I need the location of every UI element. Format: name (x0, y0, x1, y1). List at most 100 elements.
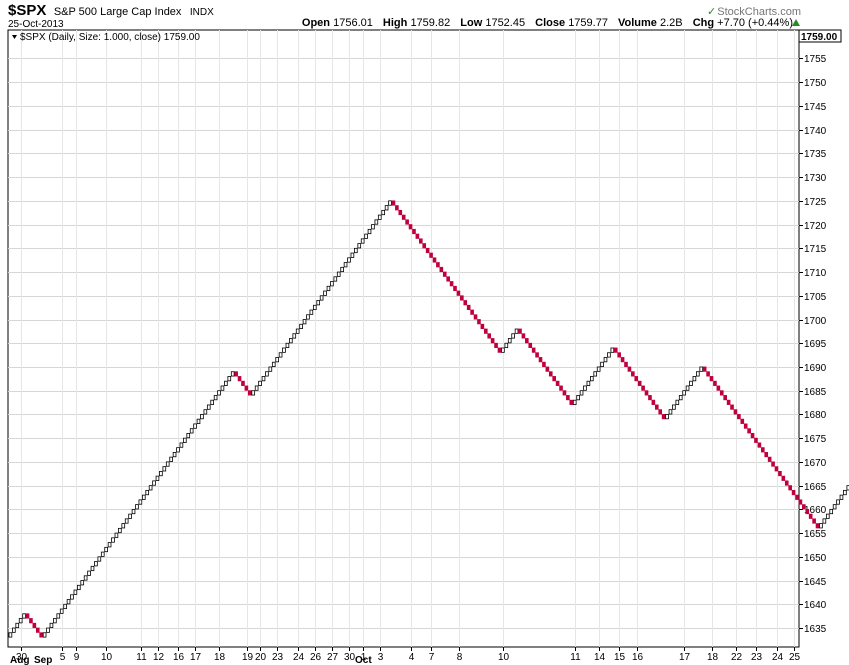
up-brick (583, 385, 587, 391)
gridlines (8, 30, 799, 647)
last-value-tag: 1759.00 (798, 29, 842, 43)
up-brick (388, 200, 392, 206)
up-arrow-icon (792, 19, 800, 26)
ticker-symbol[interactable]: $SPX (8, 2, 47, 19)
down-brick (439, 266, 444, 273)
down-brick (726, 399, 731, 405)
plot-area (7, 29, 800, 648)
up-brick (131, 508, 136, 515)
up-brick (295, 328, 300, 334)
x-tick-label: 17 (190, 652, 202, 663)
down-brick (798, 499, 803, 505)
down-brick (460, 295, 464, 301)
down-brick (791, 489, 796, 496)
x-tick-label: 9 (74, 652, 80, 663)
up-brick (343, 262, 348, 268)
down-brick (778, 470, 782, 477)
down-brick (531, 347, 536, 353)
up-brick (377, 214, 382, 220)
up-brick (22, 613, 26, 619)
x-tick-label: 4 (409, 652, 415, 663)
x-tick-label: 12 (153, 652, 165, 663)
up-brick (261, 376, 266, 382)
y-tick-label: 1650 (804, 553, 827, 564)
up-brick (672, 404, 676, 410)
last-value-label: 1759.00 (801, 32, 838, 43)
up-brick (319, 295, 324, 301)
y-tick-label: 1690 (804, 363, 827, 374)
up-brick (371, 224, 375, 230)
down-brick (754, 437, 758, 443)
up-brick (183, 437, 187, 443)
down-brick (463, 300, 468, 306)
up-brick (292, 333, 297, 339)
up-brick (70, 594, 74, 600)
up-brick (176, 447, 180, 453)
up-brick (155, 475, 160, 481)
up-brick (87, 570, 91, 576)
down-brick (562, 390, 567, 396)
up-brick (265, 371, 269, 377)
down-brick (719, 390, 724, 396)
down-brick (473, 314, 478, 320)
down-brick (446, 276, 450, 282)
y-tick-label: 1745 (804, 102, 827, 113)
up-brick (165, 461, 170, 467)
down-brick (702, 366, 707, 372)
up-brick (118, 527, 122, 534)
down-brick (812, 518, 816, 524)
down-brick (29, 618, 33, 624)
down-brick (241, 380, 245, 386)
x-tick-label: 5 (60, 652, 66, 663)
up-brick (66, 599, 71, 605)
down-brick (737, 414, 741, 420)
up-brick (699, 366, 704, 372)
down-brick (449, 281, 454, 287)
up-brick (572, 399, 577, 405)
up-brick (836, 499, 840, 505)
up-brick (186, 433, 191, 439)
up-brick (189, 428, 194, 434)
up-brick (210, 399, 214, 405)
down-brick (802, 504, 806, 510)
y-axis: 1635 1640 1645 1650 1655 1660 1665 1670 1675 1680… (799, 54, 827, 635)
x-tick-label: 30 (16, 652, 28, 663)
down-brick (805, 508, 810, 515)
up-brick (682, 390, 686, 396)
up-brick (282, 347, 286, 353)
up-brick (350, 252, 355, 258)
up-brick (224, 380, 228, 386)
down-brick (641, 385, 645, 391)
up-brick (685, 385, 690, 391)
y-tick-label: 1695 (804, 339, 827, 350)
x-tick-label: 20 (255, 652, 267, 663)
down-brick (771, 461, 775, 467)
up-brick (141, 494, 146, 500)
y-tick-label: 1670 (804, 458, 827, 469)
up-brick (309, 309, 314, 315)
down-brick (743, 423, 748, 429)
up-brick (227, 376, 232, 382)
down-brick (391, 200, 396, 206)
up-brick (822, 518, 827, 524)
x-tick-label: 23 (272, 652, 284, 663)
up-brick (360, 238, 365, 244)
up-brick (590, 376, 594, 382)
up-brick (323, 290, 327, 296)
x-tick-label: 3 (378, 652, 384, 663)
y-tick-label: 1715 (804, 244, 827, 255)
down-brick (548, 371, 553, 377)
down-brick (422, 243, 427, 249)
down-brick (237, 376, 242, 382)
exchange-label: INDX (189, 7, 214, 18)
down-brick (429, 252, 433, 258)
up-brick (501, 347, 505, 353)
down-brick (774, 466, 779, 472)
up-brick (696, 371, 700, 377)
up-brick (111, 537, 115, 543)
down-brick (456, 290, 461, 296)
up-brick (73, 589, 78, 595)
down-brick (436, 262, 440, 268)
down-brick (453, 285, 457, 292)
